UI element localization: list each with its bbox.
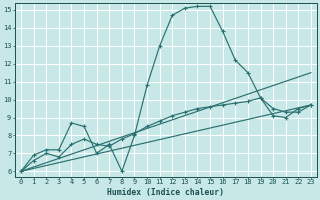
X-axis label: Humidex (Indice chaleur): Humidex (Indice chaleur) [108, 188, 225, 197]
